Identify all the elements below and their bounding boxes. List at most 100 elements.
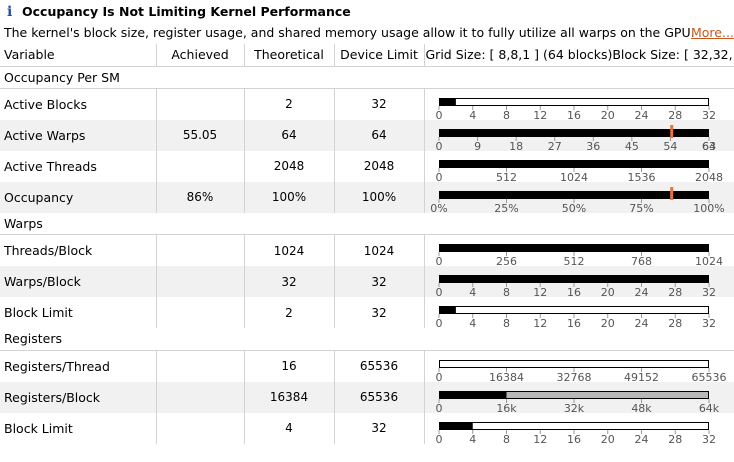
bar-tick-label: 12 xyxy=(533,286,547,297)
bar-tick-label: 49152 xyxy=(624,371,659,382)
variable-name-cell: Registers/Block xyxy=(0,381,157,413)
achieved-cell xyxy=(156,234,245,266)
bar-outline xyxy=(438,421,709,430)
bar-tick-label: 256 xyxy=(496,255,517,266)
bar-tick-label: 0 xyxy=(435,286,442,297)
table-row[interactable]: Active Threads 2048 2048 0 512 1024 1536 2048 xyxy=(0,150,734,182)
table-header-row: Variable Achieved Theoretical Device Lim… xyxy=(0,44,734,67)
section-title: Occupancy Per SM xyxy=(0,66,734,89)
usage-bar-cell: 0 9 18 27 36 45 54 63 64 xyxy=(424,119,734,151)
usage-bar-cell: 0 4 8 12 16 20 24 28 32 xyxy=(424,88,734,120)
section-header: Warps xyxy=(0,212,734,235)
bar-tick-label: 1024 xyxy=(560,171,588,182)
bar-tick-label: 2048 xyxy=(695,171,723,182)
bar-tick-label: 75% xyxy=(629,202,653,213)
bar-tick-label: 64k xyxy=(698,402,719,413)
usage-bar-cell: 0 512 1024 1536 2048 xyxy=(424,151,734,182)
theoretical-cell: 100% xyxy=(244,181,335,213)
usage-bar-cell: 0 4 8 12 16 20 24 28 32 xyxy=(424,413,734,444)
column-header-grid-info[interactable]: Grid Size: [ 8,8,1 ] (64 blocks)Block Si… xyxy=(424,44,734,67)
table-row[interactable]: Registers/Thread 16 65536 0 16384 32768 49152 6… xyxy=(0,350,734,382)
bar-tick-label: 1024 xyxy=(695,255,723,266)
bar-value-fill xyxy=(438,97,456,106)
theoretical-cell: 2 xyxy=(244,297,335,328)
bar-tick-label: 16 xyxy=(567,433,581,444)
bar-tick-label: 20 xyxy=(600,286,614,297)
bar-tick-label: 4 xyxy=(469,286,476,297)
section-header: Occupancy Per SM xyxy=(0,66,734,89)
bar-tick-label: 63 xyxy=(702,140,716,151)
bar-outline xyxy=(438,275,709,283)
bar-tick-label: 8 xyxy=(503,433,510,444)
more-link[interactable]: More... xyxy=(691,25,734,40)
bar-outline xyxy=(438,128,709,137)
usage-bar-cell: 0 16384 32768 49152 65536 xyxy=(424,350,734,382)
bar-value-fill xyxy=(438,128,709,137)
bar-tick-label: 28 xyxy=(668,317,682,328)
section-title: Warps xyxy=(0,212,734,235)
device-limit-cell: 64 xyxy=(334,119,425,151)
bar-tick-label: 0 xyxy=(435,255,442,266)
device-limit-cell: 2048 xyxy=(334,150,425,182)
usage-bar-cell: 0 4 8 12 16 20 24 28 32 xyxy=(424,266,734,297)
bar-tick-label: 0 xyxy=(435,402,442,413)
device-limit-cell: 1024 xyxy=(334,234,425,266)
bar-tick-label: 12 xyxy=(533,317,547,328)
table-row[interactable]: Threads/Block 1024 1024 0 256 512 768 1024 xyxy=(0,234,734,266)
bar-tick-label: 768 xyxy=(631,255,652,266)
bar-tick-label: 25% xyxy=(494,202,518,213)
bar-tick-label: 24 xyxy=(634,109,648,120)
column-header-theoretical[interactable]: Theoretical xyxy=(244,44,335,67)
bar-tick-label: 0% xyxy=(430,202,447,213)
bar-tick-label: 28 xyxy=(668,109,682,120)
table-row[interactable]: Registers/Block 16384 65536 0 16k 32k 48k 64k xyxy=(0,381,734,413)
theoretical-cell: 2 xyxy=(244,88,335,120)
bar-value-fill xyxy=(438,275,709,283)
bar-tick-label: 28 xyxy=(668,433,682,444)
bar-tick-label: 16 xyxy=(567,317,581,328)
bar-tick-label: 9 xyxy=(474,140,481,151)
bar-tick-label: 8 xyxy=(503,109,510,120)
bar-value-fill xyxy=(438,244,709,252)
theoretical-cell: 32 xyxy=(244,266,335,297)
bar-value-fill xyxy=(438,159,709,168)
table-row[interactable]: Active Warps 55.05 64 64 0 9 18 27 36 45 54 63 64 xyxy=(0,119,734,151)
table-row[interactable]: Block Limit 2 32 0 4 8 12 16 20 24 28 32 xyxy=(0,297,734,328)
bar-tick-label: 16384 xyxy=(489,371,524,382)
usage-bar: 0% 25% 50% 75% 100% xyxy=(430,186,724,213)
bar-tick-label: 12 xyxy=(533,109,547,120)
variable-name-cell: Block Limit xyxy=(0,297,157,328)
theoretical-cell: 1024 xyxy=(244,234,335,266)
table-row[interactable]: Active Blocks 2 32 0 4 8 12 16 20 24 28 32 xyxy=(0,88,734,120)
analysis-header: i Occupancy Is Not Limiting Kernel Perfo… xyxy=(0,0,734,44)
column-header-achieved[interactable]: Achieved xyxy=(156,44,245,67)
achieved-cell xyxy=(156,297,245,328)
bar-tick-label: 32 xyxy=(702,286,716,297)
bar-value-fill xyxy=(438,421,473,430)
device-limit-cell: 65536 xyxy=(334,381,425,413)
bar-tick-label: 28 xyxy=(668,286,682,297)
bar-tick-label: 4 xyxy=(469,317,476,328)
table-row[interactable]: Block Limit 4 32 0 4 8 12 16 20 24 28 32 xyxy=(0,412,734,444)
table-row[interactable]: Warps/Block 32 32 0 4 8 12 16 20 24 28 32 xyxy=(0,266,734,297)
usage-bar: 0 4 8 12 16 20 24 28 32 xyxy=(435,97,716,120)
device-limit-cell: 100% xyxy=(334,181,425,213)
variable-name-cell: Active Blocks xyxy=(0,88,157,120)
achieved-cell xyxy=(156,88,245,120)
device-limit-cell: 32 xyxy=(334,266,425,297)
bar-value-fill xyxy=(438,390,506,399)
column-header-variable[interactable]: Variable xyxy=(0,44,157,67)
usage-bar-cell: 0 16k 32k 48k 64k xyxy=(424,381,734,413)
usage-bar: 0 4 8 12 16 20 24 28 32 xyxy=(435,275,716,297)
variable-name-cell: Active Warps xyxy=(0,119,157,151)
occupancy-table: Variable Achieved Theoretical Device Lim… xyxy=(0,44,734,444)
column-header-device-limit[interactable]: Device Limit xyxy=(334,44,425,67)
achieved-marker xyxy=(669,186,673,200)
bar-outline xyxy=(438,390,709,399)
bar-tick-label: 12 xyxy=(533,433,547,444)
info-icon: i xyxy=(7,4,13,20)
bar-tick-label: 48k xyxy=(631,402,652,413)
bar-tick-label: 65536 xyxy=(691,371,726,382)
achieved-cell: 55.05 xyxy=(156,119,245,151)
table-row[interactable]: Occupancy 86% 100% 100% 0% 25% 50% 75% 100% xyxy=(0,181,734,213)
